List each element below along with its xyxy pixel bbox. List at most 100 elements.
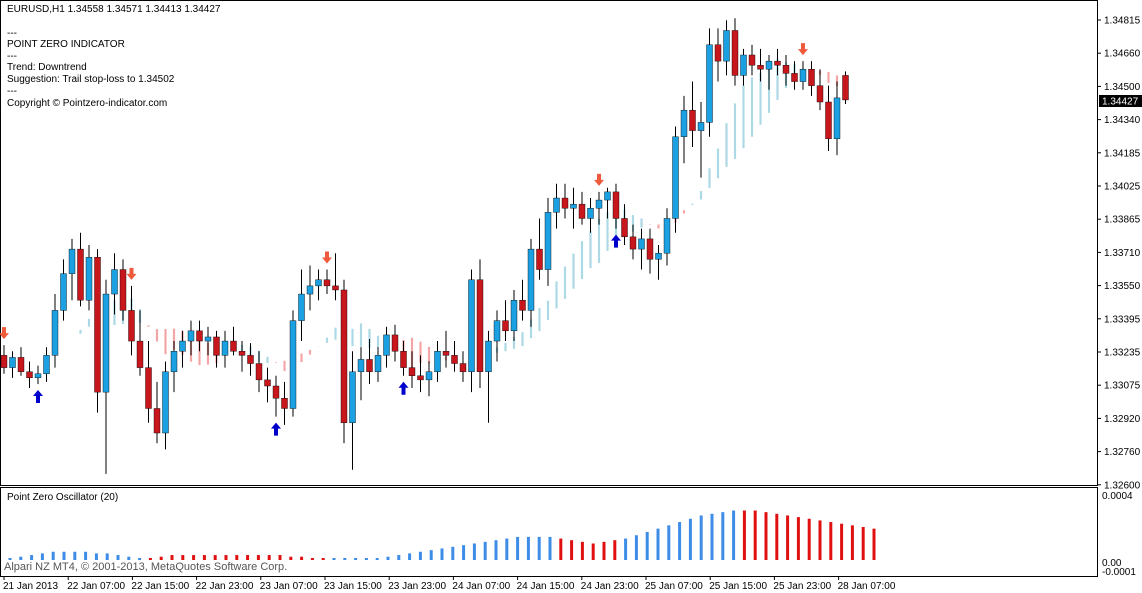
price-tick-label: 1.32760 xyxy=(1104,447,1141,458)
bull-candle xyxy=(434,351,441,372)
bear-candle xyxy=(26,371,33,379)
price-tick-label: 1.32920 xyxy=(1104,414,1141,425)
price-tick-label: 1.33395 xyxy=(1104,314,1141,325)
bear-candle xyxy=(714,44,722,62)
oscillator-bar xyxy=(613,540,617,560)
bear-candle xyxy=(689,109,696,131)
price-tick-label: 1.34185 xyxy=(1104,148,1141,159)
oscillator-bar xyxy=(94,553,98,560)
oscillator-bar xyxy=(397,555,401,560)
bull-candle xyxy=(765,60,773,70)
oscillator-bar xyxy=(256,555,260,560)
price-tick-label: 1.34025 xyxy=(1104,182,1141,193)
oscillator-bar xyxy=(775,513,779,560)
oscillator-bar xyxy=(408,553,412,560)
bull-candle xyxy=(102,293,110,393)
bear-candle xyxy=(366,359,373,372)
bull-candle xyxy=(723,30,730,62)
bear-candle xyxy=(136,340,144,368)
oscillator-title: Point Zero Oscillator (20) xyxy=(7,492,119,503)
bull-candle xyxy=(833,97,841,139)
oscillator-bar xyxy=(483,541,487,560)
bear-candle xyxy=(281,398,288,409)
oscillator-bar xyxy=(667,525,671,560)
oscillator-bar xyxy=(840,523,844,560)
bull-candle xyxy=(485,340,492,372)
bull-candle xyxy=(740,54,747,76)
oscillator-bar xyxy=(310,558,314,560)
bear-candle xyxy=(230,340,237,352)
bear-candle xyxy=(196,330,203,342)
bear-candle xyxy=(612,191,620,219)
oscillator-bar xyxy=(235,555,239,560)
oscillator-bar xyxy=(537,536,541,560)
bull-candle xyxy=(638,238,645,250)
oscillator-bar xyxy=(786,515,790,560)
bear-candle xyxy=(782,65,790,74)
bear-candle xyxy=(408,367,416,376)
sell-arrow-icon xyxy=(0,327,9,340)
oscillator-bar xyxy=(321,558,325,560)
oscillator-bar xyxy=(332,558,336,560)
bull-candle xyxy=(9,357,16,368)
oscillator-bar xyxy=(591,543,595,560)
sell-arrow-icon xyxy=(322,251,332,264)
bear-candle xyxy=(502,320,509,332)
oscillator-bar xyxy=(192,555,196,560)
oscillator-bar xyxy=(289,556,293,560)
bear-candle xyxy=(77,248,84,301)
oscillator-frame xyxy=(0,487,1098,577)
bear-candle xyxy=(391,334,399,352)
signal-arrows xyxy=(0,43,808,436)
oscillator-bar xyxy=(602,541,606,560)
bear-candle xyxy=(731,30,739,76)
sell-arrow-icon xyxy=(594,173,604,186)
bull-candle xyxy=(663,218,671,254)
bull-candle xyxy=(315,279,322,287)
oscillator-bar xyxy=(300,556,304,560)
time-tick-label: 23 Jan 15:00 xyxy=(324,581,382,592)
oscillator-bar xyxy=(796,517,800,560)
bear-candle xyxy=(0,355,8,368)
oscillator-bar xyxy=(732,510,736,560)
bull-candle xyxy=(51,310,59,356)
bull-candle xyxy=(680,109,688,137)
oscillator-bar xyxy=(570,540,574,560)
oscillator-bar xyxy=(710,513,714,560)
bear-candle xyxy=(842,75,849,101)
bear-candle xyxy=(323,279,331,287)
oscillator-bar xyxy=(429,550,433,560)
oscillator-bar xyxy=(548,536,552,560)
bear-candle xyxy=(94,257,101,393)
buy-arrow-icon xyxy=(33,389,43,403)
time-tick-label: 28 Jan 07:00 xyxy=(838,581,896,592)
oscillator-bar xyxy=(753,510,757,560)
bull-candle xyxy=(204,336,212,342)
oscillator-bar xyxy=(224,555,228,560)
price-tick-label: 1.33865 xyxy=(1104,215,1141,226)
bear-candle xyxy=(272,385,280,399)
time-tick-label: 24 Jan 23:00 xyxy=(581,581,639,592)
time-tick-label: 22 Jan 07:00 xyxy=(67,581,125,592)
bull-candle xyxy=(60,273,67,311)
bull-candle xyxy=(587,208,594,219)
bear-candle xyxy=(629,236,637,250)
oscillator-bar xyxy=(202,555,206,560)
oscillator-bar xyxy=(494,540,498,560)
oscillator-bar xyxy=(213,555,217,560)
bull-candle xyxy=(170,351,178,372)
bull-candle xyxy=(221,340,229,356)
bear-candle xyxy=(417,375,424,381)
oscillator-bar xyxy=(580,541,584,560)
osc-axis-bottom: -0.0001 xyxy=(1102,567,1136,578)
bull-candle xyxy=(468,279,475,372)
bull-candle xyxy=(527,248,535,311)
bear-candle xyxy=(238,351,246,356)
current-price-tag xyxy=(1099,95,1142,107)
oscillator-bar xyxy=(656,528,660,560)
bear-candle xyxy=(340,289,348,423)
time-tick-label: 25 Jan 23:00 xyxy=(773,581,831,592)
oscillator-bar xyxy=(40,553,44,560)
oscillator-bar xyxy=(138,558,142,560)
